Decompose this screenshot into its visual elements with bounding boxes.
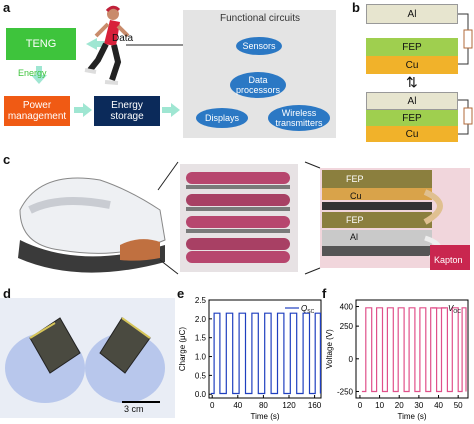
b-bottom-cu-layer: Cu: [366, 126, 458, 142]
x-tick-label: 40: [233, 401, 242, 410]
data-label: Data: [112, 33, 134, 44]
x-tick-label: 40: [434, 401, 443, 410]
c-al-layer: [322, 230, 432, 246]
arrow-runner-to-teng: [86, 38, 97, 50]
c-al-label: Al: [350, 232, 359, 242]
c-kapton-label: Kapton: [434, 255, 463, 265]
b-bottom-al-layer: Al: [366, 92, 458, 110]
x-tick-label: 120: [282, 401, 296, 410]
teng-box: TENG: [6, 28, 76, 60]
b-bottom-cu-label: Cu: [405, 128, 419, 140]
d-scale-label: 3 cm: [124, 404, 144, 414]
series-line: [361, 307, 467, 393]
plot-frame: [355, 299, 469, 399]
arrow-power-storage-head: [83, 103, 92, 117]
panel-c-label: c: [3, 152, 11, 167]
series-line: [210, 312, 321, 395]
y-tick-label: 0: [349, 355, 354, 364]
functional-circuits-title: Functional circuits: [220, 13, 301, 24]
sensors-label: Sensors: [242, 41, 276, 51]
energy-label: Energy: [18, 68, 47, 78]
y-tick-label: 1.5: [195, 334, 207, 343]
chart-e: 0 40 80 120 160 0.0 0.5 1.0 1.5 2.0 2.5 Time (s) Cha…: [178, 296, 322, 421]
y-tick-label: 2.0: [195, 315, 207, 324]
c-fep-top-label: FEP: [346, 174, 364, 184]
y-tick-label: -250: [337, 387, 354, 396]
b-top-fep-label: FEP: [402, 41, 422, 53]
c-fep-bottom-label: FEP: [346, 215, 364, 225]
shoe-image: [18, 177, 166, 273]
teng-stack: [180, 164, 298, 272]
y-tick-label: 250: [340, 322, 354, 331]
x-tick-label: 20: [395, 401, 404, 410]
b-circuit-wires: [458, 13, 473, 135]
b-top-al-label: Al: [407, 8, 417, 20]
b-bottom-fep-layer: FEP: [366, 110, 458, 126]
x-tick-label: 10: [375, 401, 384, 410]
y-tick-label: 0.5: [195, 371, 207, 380]
x-tick-label: 160: [308, 401, 322, 410]
b-top-fep-layer: FEP: [366, 38, 458, 56]
displays-label: Displays: [204, 113, 239, 123]
power-management-box: Power management: [4, 96, 70, 126]
b-bottom-fep-label: FEP: [402, 112, 422, 124]
panel-a-label: a: [3, 0, 11, 15]
x-tick-label: 50: [454, 401, 463, 410]
x-tick-label: 0: [358, 401, 363, 410]
legend-label: QSC: [301, 304, 315, 315]
y-tick-label: 1.0: [195, 353, 207, 362]
panel-f-label: f: [322, 286, 327, 301]
runner-figure: [84, 5, 130, 85]
panel-b-label: b: [352, 0, 360, 15]
panel-d-photo: [0, 298, 175, 418]
arrow-storage-func-head: [171, 103, 180, 117]
wireless-label: Wireless transmitters: [275, 108, 323, 128]
b-swap-icon: ⇅: [406, 74, 418, 90]
c-fep-bottom-layer: [322, 212, 432, 228]
panel-e-label: e: [177, 286, 185, 301]
arrow-energy-head: [31, 75, 47, 84]
c-cu-label: Cu: [350, 191, 362, 201]
x-tick-label: 0: [210, 401, 215, 410]
y-tick-label: 2.5: [195, 296, 207, 305]
panel-c-illustration: [18, 161, 470, 275]
b-top-cu-label: Cu: [405, 59, 419, 71]
panel-d-label: d: [3, 286, 11, 301]
x-axis-label: Time (s): [397, 412, 426, 421]
wireless-node: Wireless transmitters: [268, 105, 330, 131]
y-axis-label: Charge (μC): [178, 327, 187, 372]
legend-label: VOC: [448, 304, 461, 315]
b-top-al-layer: Al: [366, 4, 458, 24]
y-tick-label: 400: [340, 303, 354, 312]
arrow-power-storage-body: [74, 107, 84, 113]
sensors-node: Sensors: [236, 37, 282, 55]
displays-node: Displays: [196, 108, 248, 128]
x-axis-label: Time (s): [250, 412, 279, 421]
energy-storage-label: Energy storage: [110, 100, 144, 122]
b-bottom-al-label: Al: [407, 95, 417, 107]
arrow-runner-to-teng-body: [96, 41, 106, 47]
b-top-cu-layer: Cu: [366, 56, 458, 74]
data-processors-node: Data processors: [230, 72, 286, 98]
y-axis-label: Voltage (V): [325, 329, 334, 369]
c-fep-top-layer: [322, 170, 432, 188]
c-cu-layer: [322, 188, 432, 200]
arrow-energy-body: [36, 66, 42, 76]
power-management-label: Power management: [7, 100, 67, 122]
y-tick-label: 0.0: [195, 390, 207, 399]
arrow-storage-func-body: [162, 107, 172, 113]
x-tick-label: 30: [414, 401, 423, 410]
chart-f: 0 10 20 30 40 50 -250 0 250 400 Time (s) Voltage (V…: [325, 299, 469, 421]
teng-label: TENG: [25, 37, 57, 50]
data-processors-label: Data processors: [235, 75, 280, 95]
x-tick-label: 80: [259, 401, 268, 410]
energy-storage-box: Energy storage: [94, 96, 160, 126]
